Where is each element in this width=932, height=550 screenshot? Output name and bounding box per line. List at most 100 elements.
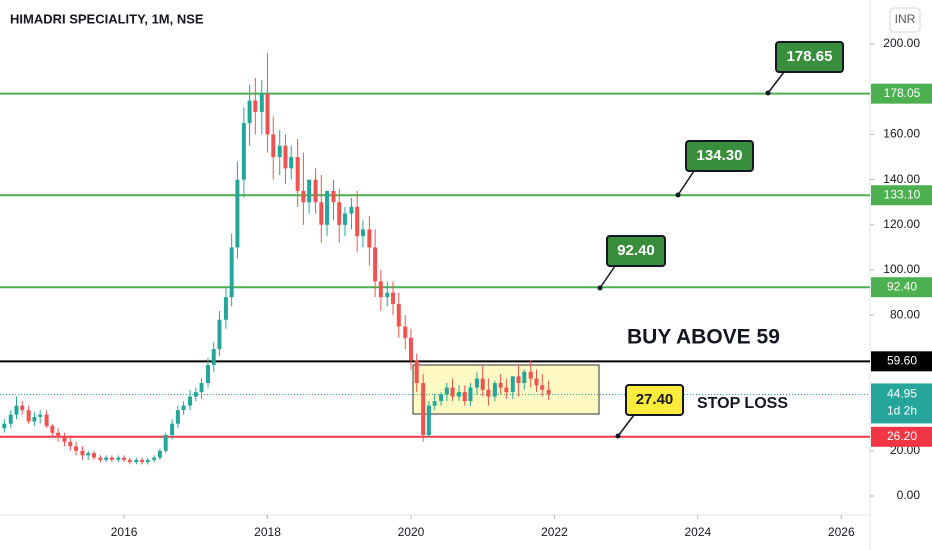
candle-body	[408, 337, 413, 361]
level-label-box	[871, 351, 932, 372]
y-tick-label: 160.00	[883, 127, 920, 141]
x-tick-label: 2024	[685, 525, 712, 539]
last-price-label: 44.95	[887, 387, 917, 401]
candle-body	[528, 371, 533, 379]
annotation: BUY ABOVE 59	[627, 326, 780, 349]
callout-pointer	[617, 414, 635, 437]
candle-body	[199, 383, 204, 393]
callout-text: 92.40	[617, 242, 655, 259]
candle-body	[8, 414, 13, 424]
x-tick-label: 2022	[541, 525, 568, 539]
candle-body	[486, 389, 491, 397]
candle-body	[170, 423, 175, 436]
candle-body	[2, 423, 7, 429]
candle-body	[181, 405, 186, 411]
candle-body	[98, 457, 103, 460]
level-label: 26.20	[887, 429, 917, 443]
y-tick-label: 140.00	[883, 172, 920, 186]
annotation: STOP LOSS	[697, 395, 788, 412]
candle-body	[152, 457, 157, 460]
candle-body	[109, 457, 114, 460]
callout-pointer	[677, 170, 695, 196]
candle-body	[462, 392, 467, 402]
candle-body	[91, 453, 96, 458]
callout-anchor	[765, 90, 771, 96]
currency: INR	[895, 12, 916, 26]
y-tick-label: 200.00	[883, 36, 920, 50]
candle-body	[163, 435, 168, 451]
candle-body	[337, 202, 342, 225]
candle-body	[241, 123, 246, 180]
y-tick-label: 80.00	[890, 307, 920, 321]
candle-body	[205, 364, 210, 384]
level-label-box	[871, 277, 932, 298]
candle-body	[396, 303, 401, 327]
level-label-box	[871, 83, 932, 104]
level-label: 178.05	[884, 86, 921, 100]
candle-body	[253, 100, 258, 112]
candle-body	[50, 425, 55, 433]
candle-body	[134, 459, 139, 463]
candle-body	[271, 134, 276, 158]
callout-text: 27.40	[636, 391, 674, 408]
candle-body	[414, 360, 419, 384]
candle-body	[439, 394, 444, 402]
x-tick-label: 2020	[398, 525, 425, 539]
level-label-box	[871, 185, 932, 206]
candle-body	[188, 396, 193, 406]
countdown: 1d 2h	[887, 404, 917, 418]
candle-body	[223, 297, 228, 320]
candle-body	[62, 437, 67, 442]
candle-body	[540, 385, 545, 390]
candle-body	[68, 441, 73, 447]
candle-body	[355, 206, 360, 237]
candle-body	[457, 392, 462, 397]
candle-body	[247, 100, 252, 124]
candle-body	[516, 376, 521, 384]
callout-anchor	[675, 192, 681, 198]
candle-body	[510, 376, 515, 393]
y-tick-label: 120.00	[883, 217, 920, 231]
candle-body	[74, 446, 79, 451]
candle-body	[342, 213, 347, 225]
callout-text: 178.65	[787, 48, 833, 65]
candle-body	[534, 378, 539, 386]
candle-body	[450, 387, 455, 397]
candle-body	[301, 190, 306, 203]
candle-body	[378, 281, 383, 298]
callout-text: 134.30	[697, 147, 743, 164]
candle-body	[546, 389, 551, 395]
candle-body	[122, 457, 127, 460]
chart-title: HIMADRI SPECIALITY, 1M, NSE	[10, 11, 204, 26]
x-tick-label: 2016	[111, 525, 138, 539]
candle-body	[492, 383, 497, 397]
candle-body	[26, 410, 31, 422]
candle-body	[331, 190, 336, 203]
callout-box	[625, 384, 684, 416]
candle-body	[80, 450, 85, 456]
candle-body	[44, 414, 49, 426]
y-tick-label: 100.00	[883, 262, 920, 276]
candle-body	[360, 229, 365, 237]
candle-body	[522, 371, 527, 384]
level-label: 92.40	[887, 279, 917, 293]
callout-anchor	[615, 433, 621, 439]
level-label: 59.60	[887, 354, 917, 368]
candle-body	[14, 405, 19, 415]
candle-body	[498, 383, 503, 388]
candle-body	[426, 405, 431, 436]
candle-body	[468, 387, 473, 402]
candle-body	[325, 190, 330, 225]
candle-body	[403, 326, 408, 338]
x-tick-label: 2026	[828, 525, 855, 539]
candle-body	[265, 93, 270, 135]
candle-body	[367, 229, 372, 248]
candle-body	[307, 179, 312, 203]
candle-body	[229, 247, 234, 298]
y-tick-label: 0.00	[897, 488, 921, 502]
candle-body	[391, 292, 396, 304]
candle-body	[480, 378, 485, 390]
candle-body	[277, 145, 282, 158]
candle-body	[157, 450, 162, 458]
